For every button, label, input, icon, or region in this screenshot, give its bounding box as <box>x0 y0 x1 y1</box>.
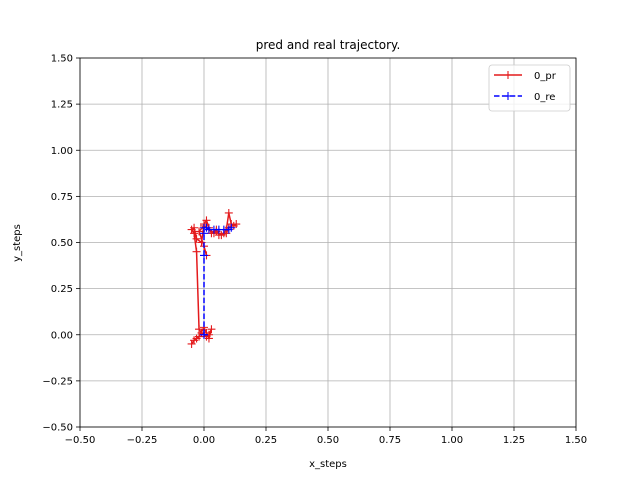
data-point-0_pr <box>192 247 201 256</box>
data-point-0_pr <box>195 227 204 236</box>
x-tick-label: 1.00 <box>441 435 463 446</box>
x-axis-label: x_steps <box>309 459 347 470</box>
data-point-0_pr <box>192 234 201 243</box>
data-point-0_pr <box>207 325 216 334</box>
legend-label: 0_re <box>534 92 555 103</box>
y-tick-label: 0.75 <box>51 192 73 203</box>
data-point-0_pr <box>217 231 226 240</box>
x-tick-label: −0.25 <box>127 435 158 446</box>
data-point-0_re <box>227 223 236 232</box>
legend-entry-0_re: 0_re <box>494 92 555 103</box>
data-point-0_pr <box>195 325 204 334</box>
grid <box>79 57 577 428</box>
y-tick-label: 0.25 <box>51 284 73 295</box>
x-tick-label: 1.25 <box>503 435 525 446</box>
chart-title: pred and real trajectory. <box>256 38 401 52</box>
x-tick-label: 1.50 <box>565 435 587 446</box>
series-layer <box>187 208 241 348</box>
data-point-0_re <box>200 251 208 260</box>
y-tick-label: 0.50 <box>51 238 73 249</box>
y-tick-label: 1.00 <box>51 146 73 157</box>
y-tick-label: −0.25 <box>42 376 73 387</box>
legend-marker <box>504 71 512 79</box>
legend: 0_pr 0_re <box>488 64 571 112</box>
data-point-0_pr <box>202 216 211 225</box>
x-tick-label: 0.25 <box>255 435 277 446</box>
data-point-0_pr <box>232 220 241 229</box>
x-tick-label: 0.00 <box>193 435 215 446</box>
y-axis-label: y_steps <box>12 224 23 262</box>
data-point-0_pr <box>224 208 233 217</box>
x-tick-label: −0.50 <box>65 435 96 446</box>
x-tick-label: 0.50 <box>317 435 339 446</box>
legend-box <box>488 64 571 112</box>
y-tick-label: −0.50 <box>42 423 73 434</box>
data-point-0_re <box>200 330 208 339</box>
x-tick-label: 0.75 <box>379 435 401 446</box>
legend-entry-0_pr: 0_pr <box>494 71 557 82</box>
legend-label: 0_pr <box>534 71 557 82</box>
series-line-0_re <box>203 226 232 335</box>
y-tick-label: 1.25 <box>51 100 73 111</box>
series-0_re <box>200 223 236 339</box>
legend-marker <box>504 92 512 100</box>
y-tick-label: 1.50 <box>51 54 73 65</box>
y-tick-label: 0.00 <box>51 330 73 341</box>
data-point-0_pr <box>190 223 199 232</box>
ticks: −0.50 −0.25 0.00 0.25 0.50 0.75 1.00 1.25 1.50 −0… <box>42 54 587 447</box>
